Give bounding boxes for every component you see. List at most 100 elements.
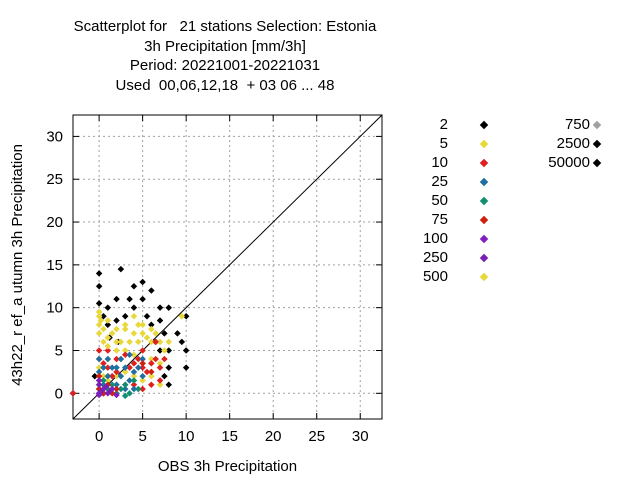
point-10-0 bbox=[95, 347, 103, 354]
title-line-3: Period: 20221001-20221031 bbox=[129, 57, 321, 74]
point-10-17 bbox=[156, 364, 164, 371]
legend-label-750: 750 bbox=[564, 116, 590, 133]
point-25-14 bbox=[130, 368, 138, 376]
point-5-27 bbox=[161, 347, 168, 354]
point-2-2 bbox=[95, 300, 103, 307]
point-25-7 bbox=[113, 364, 120, 371]
point-500-4 bbox=[113, 338, 120, 346]
point-2-19 bbox=[165, 304, 173, 312]
point-500-3 bbox=[104, 342, 112, 350]
point-2-1 bbox=[95, 282, 103, 290]
legend-label-100: 100 bbox=[422, 230, 448, 247]
legend-label-25: 25 bbox=[431, 173, 448, 190]
point-10-16 bbox=[152, 355, 160, 363]
point-2-15 bbox=[143, 312, 151, 320]
point-10-7 bbox=[113, 368, 120, 376]
point-250-0 bbox=[95, 381, 103, 389]
point-2-18 bbox=[156, 317, 164, 324]
point-25-0 bbox=[95, 355, 103, 363]
point-50-8 bbox=[130, 377, 138, 384]
point-25-11 bbox=[121, 364, 129, 371]
point-2-24 bbox=[178, 338, 186, 346]
point-2-20 bbox=[161, 330, 168, 337]
point-5-14 bbox=[126, 338, 133, 346]
point-2-28 bbox=[165, 381, 173, 389]
y-tick-label-5: 25 bbox=[46, 171, 63, 188]
point-5-28 bbox=[165, 338, 173, 346]
point-5-36 bbox=[139, 377, 146, 384]
point-10-10 bbox=[130, 359, 138, 367]
y-tick-label-6: 30 bbox=[46, 128, 63, 145]
title-line-1: Scatterplot for 21 stations Selection: E… bbox=[73, 18, 377, 35]
point-2-7 bbox=[113, 317, 120, 324]
legend-label-5: 5 bbox=[439, 135, 448, 152]
point-5-24 bbox=[152, 330, 160, 337]
legend-label-50000: 50000 bbox=[548, 154, 590, 171]
legend-label-50: 50 bbox=[431, 192, 448, 209]
point-250-3 bbox=[106, 388, 113, 395]
point-5-18 bbox=[134, 338, 142, 346]
point-25-3 bbox=[104, 372, 112, 380]
point-10-27 bbox=[152, 338, 160, 346]
point-2-22 bbox=[165, 364, 173, 371]
x-tick-label-6: 30 bbox=[352, 428, 369, 445]
point-2-10 bbox=[130, 304, 138, 312]
point-25-17 bbox=[139, 372, 146, 380]
point-2-8 bbox=[121, 312, 129, 320]
point-10-25 bbox=[69, 389, 77, 397]
point-2-4 bbox=[104, 321, 112, 329]
point-2-26 bbox=[182, 347, 190, 354]
point-2-9 bbox=[126, 295, 133, 303]
x-tick-label-5: 25 bbox=[308, 428, 325, 445]
point-2-11 bbox=[130, 282, 138, 290]
y-tick-label-3: 15 bbox=[46, 257, 63, 274]
point-2-12 bbox=[139, 278, 146, 286]
point-2-29 bbox=[161, 372, 168, 380]
point-5-20 bbox=[139, 330, 146, 337]
point-75-7 bbox=[147, 368, 155, 376]
legend-label-2500: 2500 bbox=[556, 135, 590, 152]
point-2-13 bbox=[139, 295, 146, 303]
point-5-21 bbox=[143, 334, 151, 342]
point-500-6 bbox=[130, 312, 138, 320]
point-2-17 bbox=[156, 304, 164, 312]
point-25-13 bbox=[126, 351, 133, 359]
point-5-38 bbox=[156, 381, 164, 389]
legend-label-2: 2 bbox=[439, 116, 448, 133]
x-tick-label-4: 20 bbox=[265, 428, 282, 445]
point-500-5 bbox=[121, 321, 129, 329]
point-2-6 bbox=[113, 295, 120, 303]
point-100-5 bbox=[113, 391, 120, 399]
y-axis-label: 43h22_r ef_a utumn 3h Precipitation bbox=[9, 144, 26, 386]
point-2-0 bbox=[95, 270, 103, 277]
point-50-10 bbox=[121, 392, 129, 400]
point-10-15 bbox=[147, 359, 155, 367]
point-25-9 bbox=[117, 355, 125, 363]
x-tick-label-1: 5 bbox=[138, 428, 146, 445]
point-10-20 bbox=[147, 381, 155, 389]
point-5-2 bbox=[95, 330, 103, 337]
legend-label-500: 500 bbox=[422, 268, 448, 285]
x-tick-label-2: 10 bbox=[178, 428, 195, 445]
diagonal-line bbox=[72, 114, 383, 420]
point-5-8 bbox=[113, 347, 120, 354]
legend-label-250: 250 bbox=[422, 249, 448, 266]
y-tick-label-4: 20 bbox=[46, 214, 63, 231]
point-500-8 bbox=[147, 325, 155, 333]
point-5-29 bbox=[178, 312, 186, 320]
point-250-1 bbox=[98, 387, 106, 395]
point-10-4 bbox=[104, 347, 112, 354]
point-25-2 bbox=[100, 364, 107, 371]
point-5-4 bbox=[104, 317, 112, 324]
y-tick-label-0: 0 bbox=[55, 385, 63, 402]
point-2-5 bbox=[104, 304, 112, 312]
point-2-35 bbox=[117, 265, 125, 273]
point-500-1 bbox=[97, 317, 105, 324]
point-2-23 bbox=[174, 330, 181, 337]
legend-label-75: 75 bbox=[431, 211, 448, 228]
point-10-13 bbox=[139, 347, 146, 354]
x-axis-label: OBS 3h Precipitation bbox=[158, 458, 297, 475]
point-250-2 bbox=[102, 383, 110, 390]
point-10-18 bbox=[156, 377, 164, 384]
y-tick-label-2: 10 bbox=[46, 300, 63, 317]
